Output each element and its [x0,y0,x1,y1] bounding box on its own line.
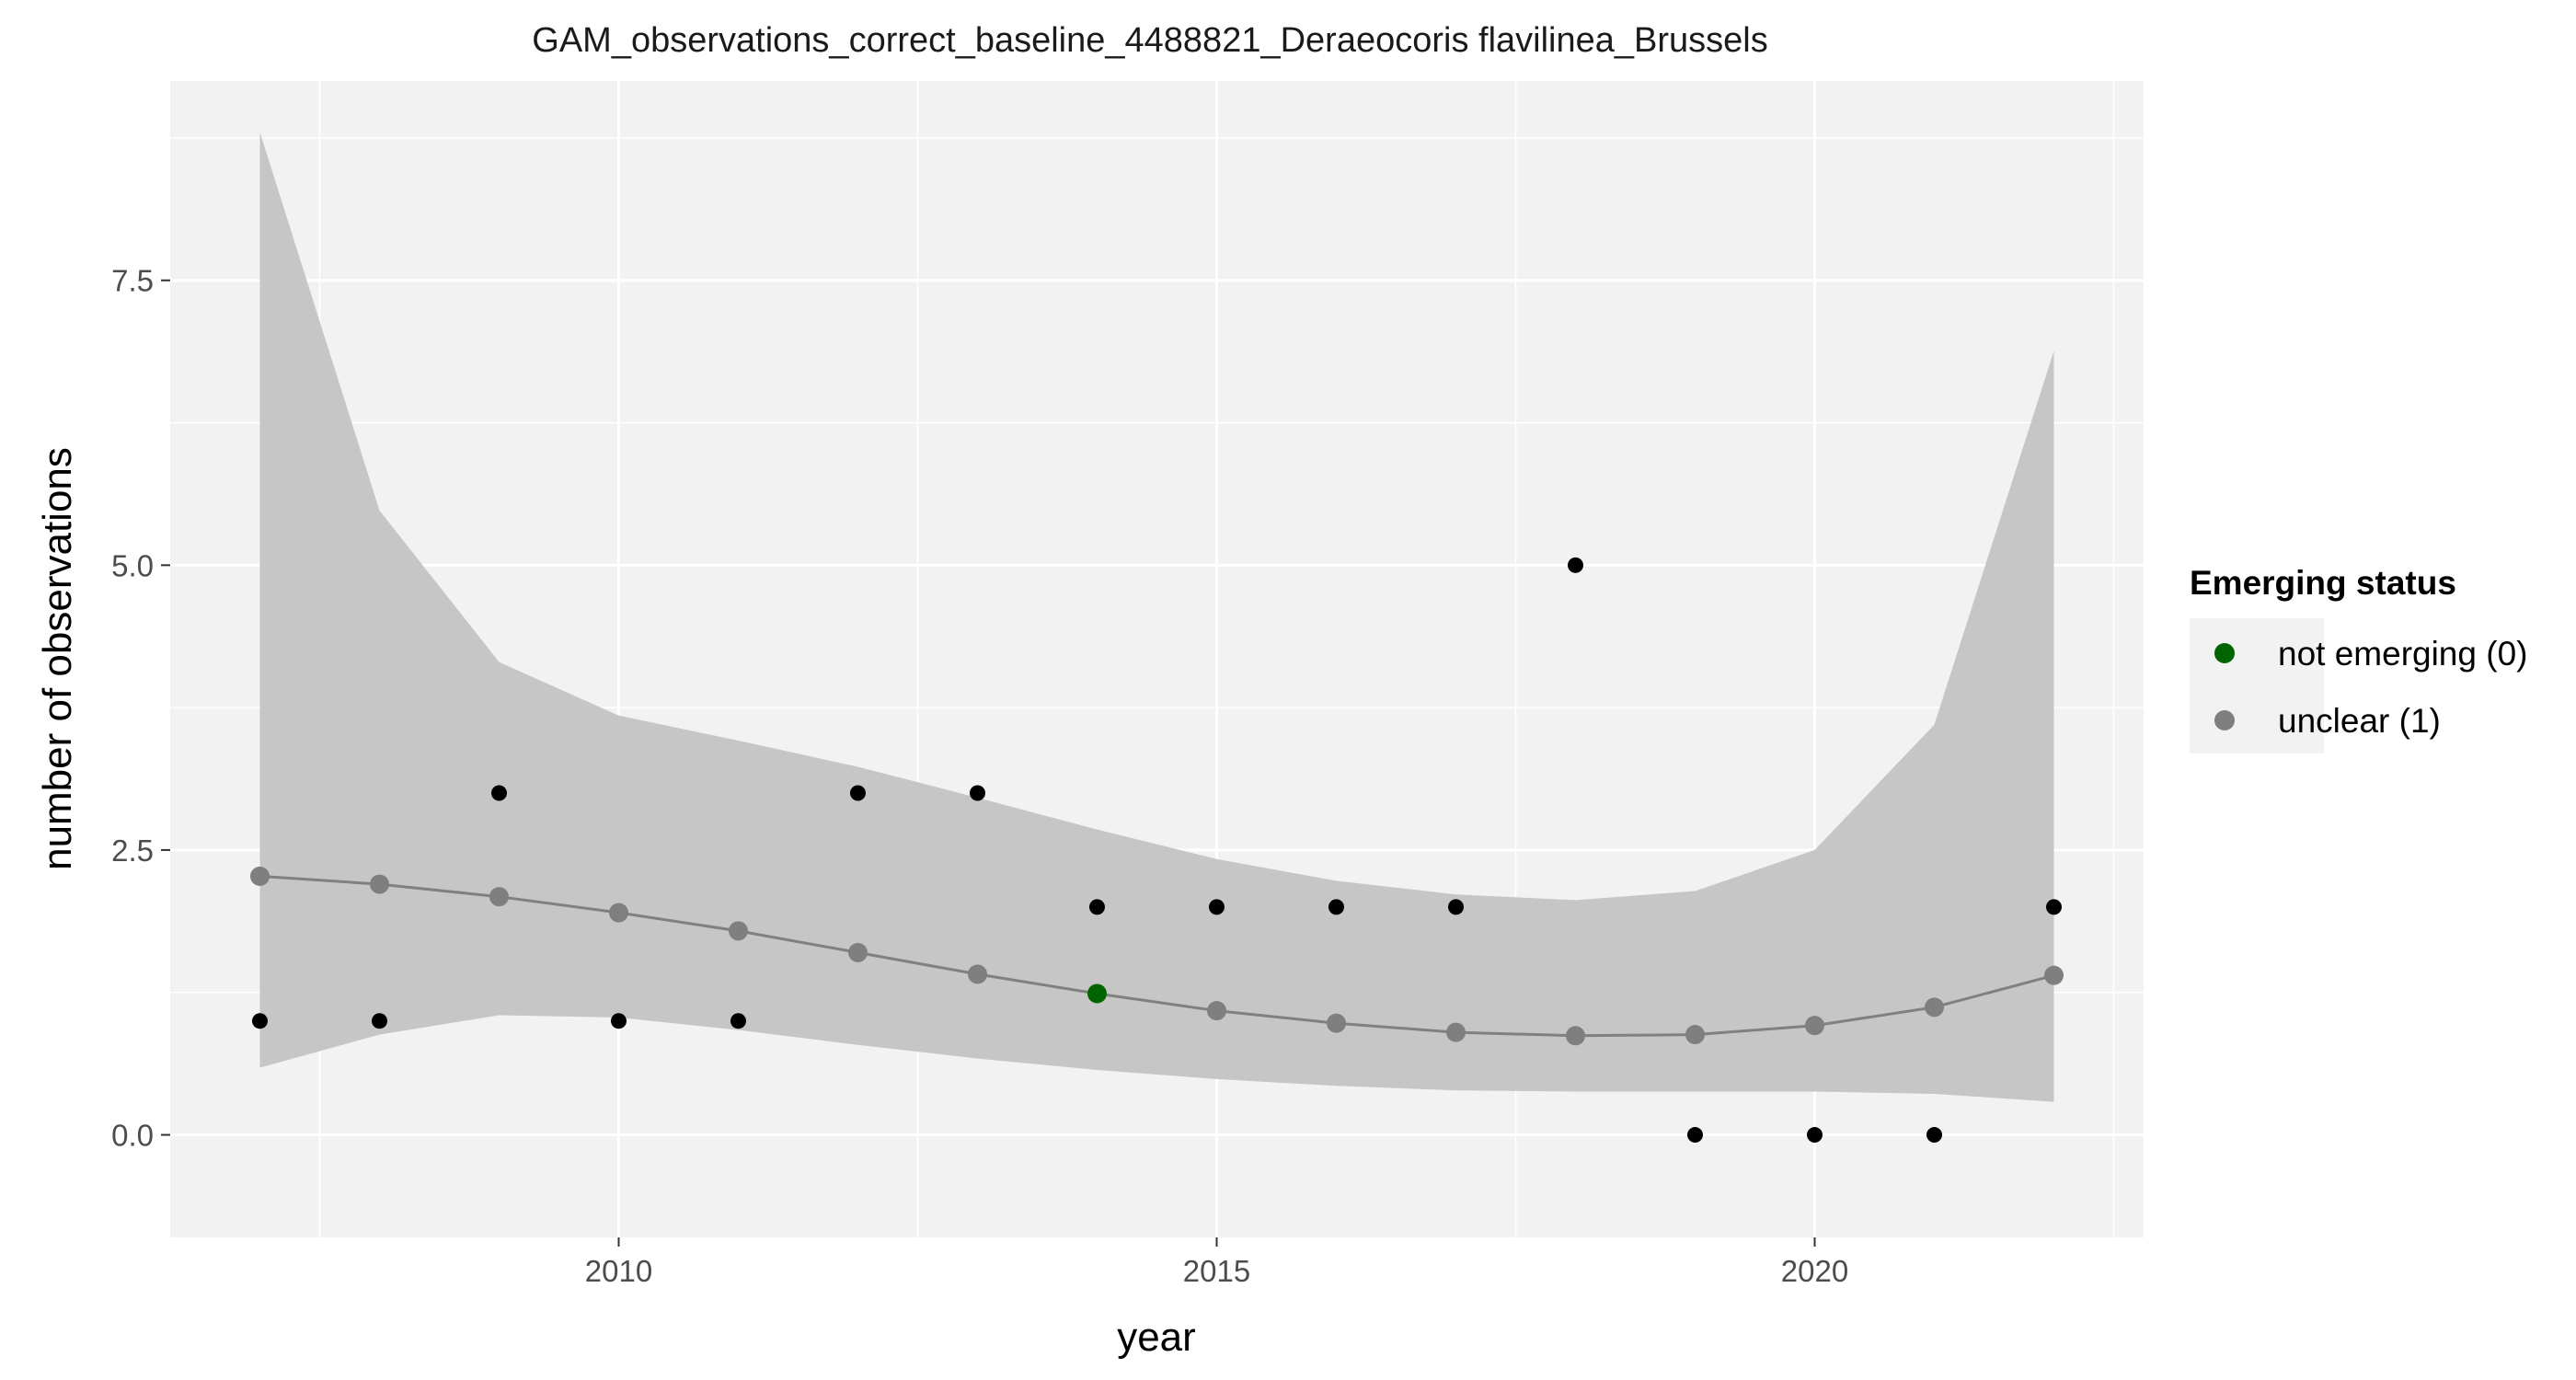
observed-points-layer [252,557,2062,1144]
observed-point [491,785,507,801]
fitted-point [1685,1025,1705,1045]
legend-key-unclear [2214,710,2235,730]
observed-point [1448,899,1464,915]
confidence-band-layer [259,132,2054,1102]
observed-point [1568,557,1583,573]
fitted-point [489,887,509,907]
legend-title: Emerging status [2190,564,2456,602]
x-axis-title: year [1117,1315,1196,1360]
observed-point [1807,1127,1823,1144]
x-tick-label: 2015 [1183,1254,1250,1288]
observed-point [1926,1127,1942,1144]
observed-point [1209,899,1225,915]
fitted-point [370,874,389,894]
legend-key-background [2190,618,2324,753]
fitted-point [1805,1016,1824,1036]
fitted-point [1446,1022,1466,1042]
x-axis: 2010 2015 2020 [585,1237,1848,1288]
fitted-point [1566,1026,1585,1046]
y-tick-label: 0.0 [111,1119,154,1153]
fitted-point [609,903,628,923]
fitted-line-layer [259,874,2054,1038]
observed-point [1089,899,1105,915]
fitted-point [1925,997,1944,1018]
fitted-point [250,866,270,886]
x-tick-label: 2020 [1781,1254,1848,1288]
fitted-point [848,942,868,962]
legend: Emerging status not emerging (0) unclear… [2190,564,2527,753]
confidence-band [259,132,2054,1102]
y-tick-label: 5.0 [111,548,154,582]
fitted-points-layer [250,866,2064,1046]
legend-key-not-emerging [2214,643,2235,663]
legend-label-unclear: unclear (1) [2278,702,2441,740]
observed-point [2046,899,2062,915]
legend-label-not-emerging: not emerging (0) [2278,635,2527,673]
observed-point [1328,899,1344,915]
chart-title: GAM_observations_correct_baseline_448882… [532,21,1767,60]
observed-point [970,785,985,801]
y-tick-label: 2.5 [111,834,154,868]
observed-point [252,1013,268,1029]
observed-point [611,1013,627,1029]
observed-point [730,1013,746,1029]
y-axis: 0.0 2.5 5.0 7.5 [111,264,170,1153]
fitted-point [1327,1013,1346,1033]
observed-point [1687,1127,1703,1144]
x-tick-label: 2010 [585,1254,652,1288]
y-axis-title: number of observations [35,447,80,870]
fitted-point [729,921,748,941]
fitted-point [1207,1001,1226,1021]
observed-point [372,1013,387,1029]
observed-point [850,785,866,801]
fitted-point [1087,983,1107,1004]
y-tick-label: 7.5 [111,264,154,298]
fitted-point [2044,965,2064,985]
fitted-point [968,964,987,984]
fitted-line [259,874,2054,1038]
